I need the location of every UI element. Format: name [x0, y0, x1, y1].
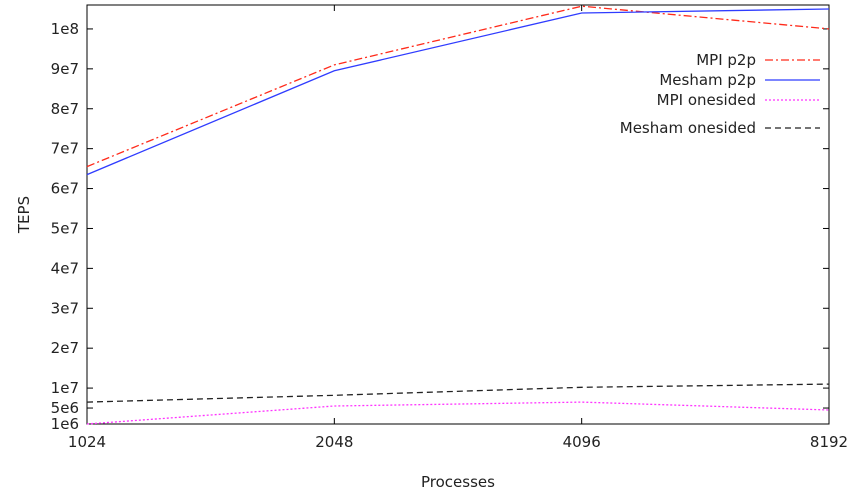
x-tick-label: 4096	[563, 433, 601, 451]
x-axis-label: Processes	[421, 473, 495, 491]
legend-label: MPI p2p	[696, 51, 756, 69]
y-tick-label: 5e7	[51, 219, 79, 237]
y-tick-label: 5e6	[51, 399, 79, 417]
series-line-mesham-onesided	[86, 383, 830, 403]
series-line-mpi-onesided	[86, 401, 830, 425]
y-tick-label: 1e8	[51, 20, 79, 38]
y-tick-label: 2e7	[51, 339, 79, 357]
x-tick-label: 8192	[810, 433, 848, 451]
y-tick-label: 6e7	[51, 180, 79, 198]
legend-label: MPI onesided	[657, 91, 756, 109]
plot-frame	[86, 4, 830, 425]
x-tick-label: 2048	[315, 433, 353, 451]
legend: MPI p2p Mesham p2p MPI onesided Mesham ones…	[620, 51, 820, 137]
y-tick-label: 7e7	[51, 140, 79, 158]
y-tick-label: 3e7	[51, 299, 79, 317]
x-tick-label: 1024	[68, 433, 106, 451]
series-line-mesham-p2p	[86, 8, 830, 176]
y-tick-label: 8e7	[51, 100, 79, 118]
y-tick-label: 4e7	[51, 259, 79, 277]
series-line-mpi-p2p	[86, 5, 830, 168]
series-lines	[86, 5, 830, 425]
y-tick-label: 9e7	[51, 60, 79, 78]
y-tick-label: 1e6	[51, 415, 79, 433]
y-axis-label: TEPS	[15, 196, 33, 234]
legend-label: Mesham onesided	[620, 119, 756, 137]
legend-label: Mesham p2p	[659, 71, 756, 89]
x-axis: 1024 2048 4096 8192	[68, 5, 848, 451]
y-tick-label: 1e7	[51, 379, 79, 397]
